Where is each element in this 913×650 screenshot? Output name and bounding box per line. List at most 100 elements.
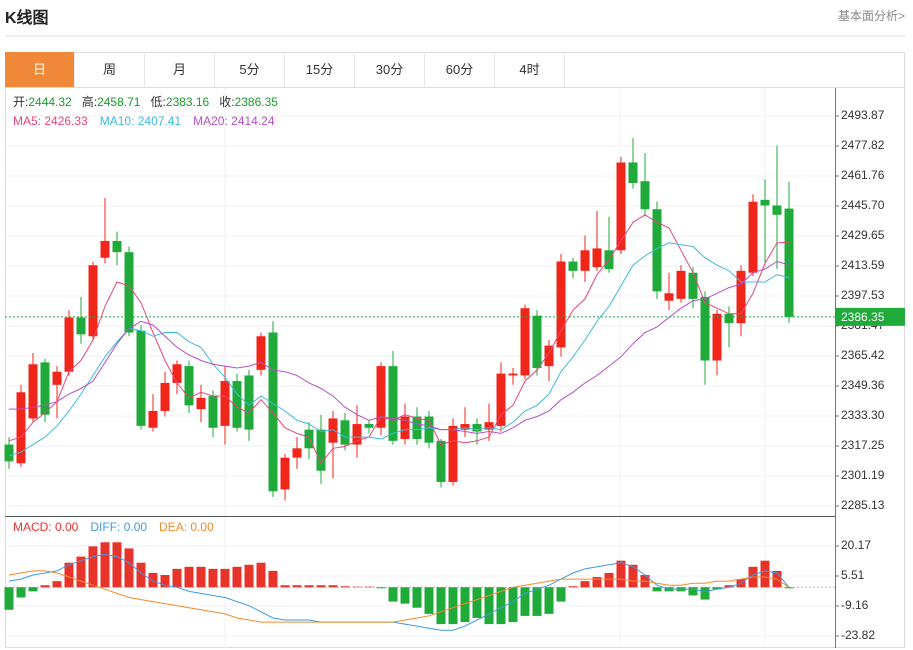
y-tick-label: 2285.13	[841, 498, 885, 512]
candle-body	[556, 261, 566, 348]
last-price-label: 2386.35	[841, 310, 885, 324]
candle-body	[400, 416, 410, 439]
macd-bar	[232, 566, 242, 588]
macd-bar	[568, 586, 578, 588]
candle-body	[364, 424, 374, 428]
candle-body	[76, 317, 86, 335]
macd-bar	[424, 587, 434, 614]
legend-entry: DIFF: 0.00	[90, 520, 147, 534]
candle-body	[388, 366, 398, 441]
macd-bar	[700, 587, 710, 600]
macd-bar	[220, 568, 230, 588]
ohlc-value: 2383.16	[166, 95, 210, 109]
tab[interactable]: 月	[145, 52, 215, 87]
ohlc-label: 高:	[82, 94, 97, 109]
ohlc-value: 2458.71	[97, 95, 141, 109]
macd-bar	[376, 587, 386, 589]
tab[interactable]: 4时	[495, 52, 565, 87]
candle-body	[352, 424, 362, 445]
candle-body	[52, 371, 62, 385]
legend-entry: MA5: 2426.33	[13, 114, 88, 128]
ohlc-header: 开:2444.32 高:2458.71 低:2383.16 收:2386.35	[13, 94, 278, 109]
candle-body	[640, 181, 650, 210]
candle-body	[232, 381, 242, 428]
candle-body	[712, 313, 722, 361]
y-tick-label: 2493.87	[841, 108, 885, 122]
tab[interactable]: 日	[5, 52, 75, 87]
macd-bar	[268, 570, 278, 588]
macd-bar	[592, 577, 602, 588]
macd-bar	[388, 587, 398, 602]
macd-bar	[196, 566, 206, 588]
macd-bar	[88, 546, 98, 588]
y-tick-label: 2365.42	[841, 348, 885, 362]
tab[interactable]: 30分	[355, 52, 425, 87]
candle-body	[220, 381, 230, 426]
ohlc-value: 2386.35	[235, 95, 279, 109]
candle-body	[16, 392, 26, 464]
macd-bar	[472, 587, 482, 618]
macd-bar	[460, 587, 470, 623]
candle-body	[508, 373, 518, 376]
y-tick-label: 2413.59	[841, 258, 885, 272]
legend-entry: MA20: 2414.24	[193, 114, 275, 128]
tab[interactable]: 60分	[425, 52, 495, 87]
macd-bar	[28, 587, 38, 592]
ma-line	[8, 242, 790, 457]
y-tick-label: 2445.70	[841, 198, 885, 212]
candle-body	[340, 420, 350, 445]
macd-line	[8, 570, 790, 623]
candle-body	[448, 425, 458, 482]
y-tick-label: 2317.25	[841, 438, 885, 452]
macd-bar	[436, 587, 446, 625]
y-tick-label: 20.17	[841, 538, 871, 552]
macd-bar	[604, 572, 614, 588]
candle-body	[208, 396, 218, 428]
tab[interactable]: 15分	[285, 52, 355, 87]
candle-body	[268, 332, 278, 492]
macd-line	[8, 553, 790, 631]
macd-bar	[244, 564, 254, 588]
macd-bar	[340, 586, 350, 588]
macd-bar	[76, 556, 86, 588]
candle-body	[520, 308, 530, 376]
legend-entry: MA10: 2407.41	[100, 114, 182, 128]
candle-body	[748, 201, 758, 273]
tab[interactable]: 5分	[215, 52, 285, 87]
candle-body	[688, 272, 698, 299]
ma-line	[8, 214, 790, 465]
candle-body	[496, 373, 506, 426]
candle-body	[148, 410, 158, 428]
macd-bar	[628, 564, 638, 588]
candle-body	[64, 317, 74, 372]
macd-bar	[136, 562, 146, 588]
y-tick-label: -9.16	[841, 598, 869, 612]
y-tick-label: 2301.19	[841, 468, 885, 482]
candle-body	[784, 208, 794, 317]
candle-body	[28, 364, 38, 419]
legend-entry: MACD: 0.00	[13, 520, 79, 534]
candle-body	[280, 457, 290, 490]
macd-bar	[652, 587, 662, 592]
ohlc-value: 2444.32	[28, 95, 72, 109]
candle-body	[628, 162, 638, 184]
candle-body	[760, 199, 770, 206]
macd-bar	[400, 587, 410, 604]
candle-body	[736, 270, 746, 324]
y-tick-label: -23.82	[841, 628, 875, 642]
macd-bar	[280, 585, 290, 588]
macd-bar	[256, 562, 266, 588]
macd-bar	[508, 587, 518, 623]
analysis-link[interactable]: 基本面分析>	[837, 9, 905, 23]
macd-bar	[556, 587, 566, 602]
candle-body	[112, 240, 122, 253]
last-price-box	[835, 307, 905, 326]
macd-bar	[352, 586, 362, 588]
macd-bar	[520, 587, 530, 616]
macd-bar	[124, 548, 134, 588]
tab[interactable]: 周	[75, 52, 145, 87]
macd-bar	[580, 581, 590, 588]
ohlc-label: 开:	[13, 95, 28, 109]
legend-entry: DEA: 0.00	[159, 520, 214, 534]
macd-bar	[412, 587, 422, 608]
